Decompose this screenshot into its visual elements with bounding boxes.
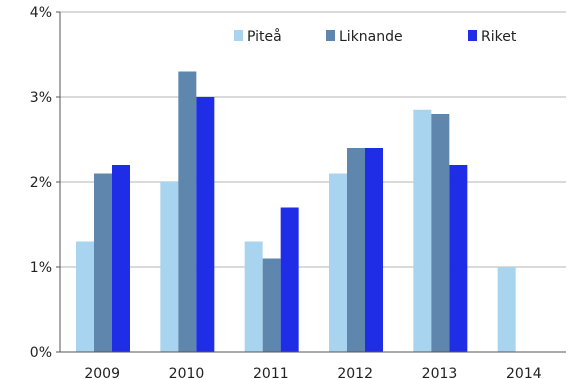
bar-riket-2012 (365, 148, 383, 352)
bar-riket-2009 (112, 165, 130, 352)
y-tick-label: 3% (30, 90, 52, 106)
bar-piteå-2011 (244, 241, 263, 352)
bar-riket-2010 (196, 97, 215, 352)
legend-label: Piteå (247, 28, 282, 45)
y-tick-label: 1% (30, 260, 52, 276)
bar-piteå-2014 (497, 267, 516, 352)
x-axis-ticks: 2009 2010 2011 2012 2013 2014 (84, 366, 541, 379)
legend-swatch-liknande (326, 30, 335, 41)
y-tick-label: 2% (30, 175, 52, 191)
bar-liknande-2011 (262, 258, 281, 352)
bar-piteå-2012 (329, 173, 347, 352)
y-tick-label: 0% (30, 345, 52, 361)
axes (56, 11, 566, 353)
legend-label: Riket (481, 29, 517, 45)
gridlines (60, 11, 566, 268)
bar-riket-2013 (449, 165, 468, 352)
x-tick-label: 2009 (84, 366, 120, 379)
bar-riket-2011 (280, 207, 299, 352)
bar-liknande-2013 (431, 114, 450, 352)
bar-piteå-2013 (413, 109, 432, 352)
bar-piteå-2010 (160, 182, 179, 352)
legend-label: Liknande (339, 29, 403, 45)
legend-swatch-piteå (234, 30, 243, 41)
bar-liknande-2012 (347, 148, 365, 352)
x-tick-label: 2011 (253, 366, 289, 379)
bar-piteå-2009 (76, 241, 94, 352)
y-tick-label: 4% (30, 5, 52, 21)
x-tick-label: 2010 (169, 366, 205, 379)
bars (76, 71, 516, 352)
bar-liknande-2010 (178, 71, 197, 352)
y-axis-ticks: 0% 1% 2% 3% 4% (30, 5, 52, 361)
legend: Piteå Liknande Riket (234, 28, 517, 45)
x-tick-label: 2014 (506, 366, 542, 379)
x-tick-label: 2013 (422, 366, 458, 379)
bar-liknande-2009 (94, 173, 112, 352)
legend-swatch-riket (468, 30, 477, 41)
x-tick-label: 2012 (337, 366, 373, 379)
